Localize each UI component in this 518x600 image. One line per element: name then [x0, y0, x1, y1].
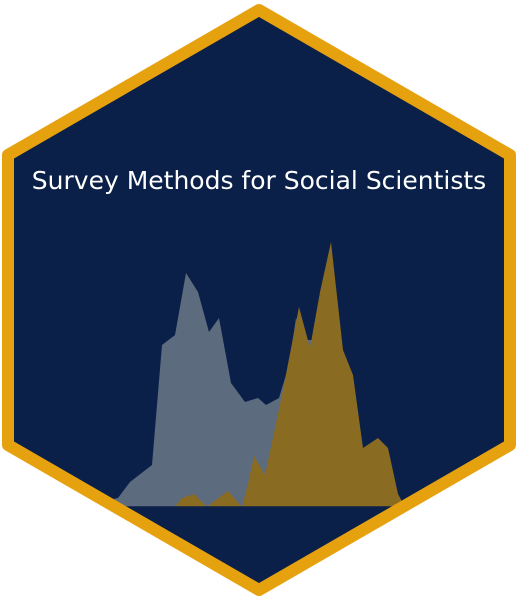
- gold-density-area: [175, 242, 405, 507]
- hexagon-border: [2, 4, 516, 596]
- sticker-title: Survey Methods for Social Scientists: [31, 166, 487, 195]
